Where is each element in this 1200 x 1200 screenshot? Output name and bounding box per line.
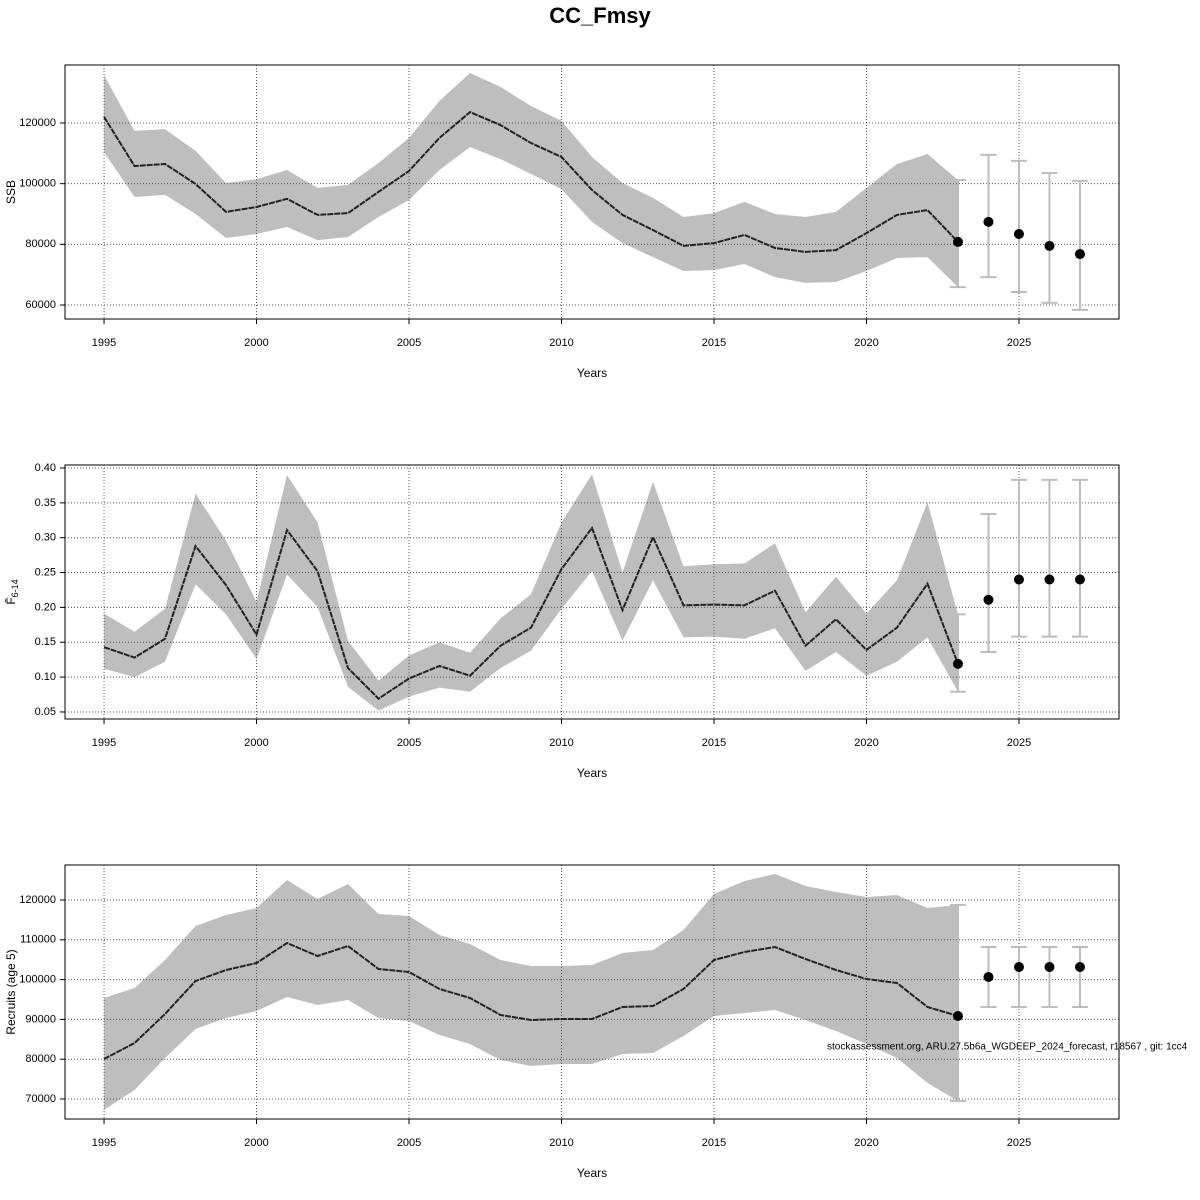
x-tick-label: 2020 — [854, 337, 878, 349]
forecast-point — [952, 236, 963, 247]
forecast-point — [983, 594, 994, 605]
x-axis-label: Years — [577, 366, 607, 380]
y-tick-label: 0.15 — [35, 636, 56, 648]
y-tick-label: 90000 — [25, 1013, 56, 1025]
y-axis-label-main: SSB — [4, 180, 18, 204]
x-tick-label: 2000 — [244, 737, 268, 749]
forecast-point — [952, 1011, 963, 1022]
y-axis-label-sub: 6-14 — [10, 579, 20, 597]
y-tick-label: 70000 — [25, 1093, 56, 1105]
y-tick-label: 0.10 — [35, 671, 56, 683]
plot-frame — [64, 64, 1120, 320]
x-tick-label: 2010 — [549, 737, 573, 749]
x-tick-label: 2005 — [397, 737, 421, 749]
y-tick-label: 0.20 — [35, 601, 56, 613]
confidence-band — [104, 874, 958, 1110]
x-tick-label: 2015 — [702, 737, 726, 749]
x-tick-label: 1995 — [92, 1137, 116, 1149]
x-tick-label: 1995 — [92, 337, 116, 349]
y-tick-label: 0.05 — [35, 706, 56, 718]
x-tick-label: 2020 — [854, 737, 878, 749]
plot-frame — [64, 864, 1120, 1120]
forecast-point — [952, 658, 963, 669]
y-tick-label: 120000 — [19, 894, 56, 906]
confidence-band — [104, 474, 958, 711]
y-tick-label: 0.40 — [35, 462, 56, 474]
y-tick-label: 120000 — [19, 117, 56, 129]
x-tick-label: 2025 — [1007, 737, 1031, 749]
forecast-point — [983, 216, 994, 227]
forecast-point — [1044, 961, 1055, 972]
y-axis-label: F̄6-14 — [4, 579, 20, 604]
y-axis-label-main: F̄ — [4, 597, 18, 604]
x-axis-label: Years — [577, 766, 607, 780]
forecast-point — [1013, 961, 1024, 972]
forecast-point — [1074, 249, 1085, 260]
y-tick-label: 60000 — [25, 299, 56, 311]
x-tick-label: 2000 — [244, 1137, 268, 1149]
x-tick-label: 2025 — [1007, 337, 1031, 349]
y-axis-label: SSB — [4, 180, 18, 204]
x-tick-label: 2015 — [702, 1137, 726, 1149]
y-tick-label: 80000 — [25, 1053, 56, 1065]
forecast-point — [1013, 229, 1024, 240]
x-tick-label: 1995 — [92, 737, 116, 749]
plot-frame — [64, 464, 1120, 720]
y-tick-label: 100000 — [19, 178, 56, 190]
y-tick-label: 80000 — [25, 238, 56, 250]
forecast-point — [983, 972, 994, 983]
footnote: stockassessment.org, ARU.27.5b6a_WGDEEP_… — [827, 1042, 1188, 1053]
forecast-point — [1044, 240, 1055, 251]
y-axis-label-main: Recruits (age 5) — [4, 949, 18, 1034]
x-tick-label: 2025 — [1007, 1137, 1031, 1149]
y-axis-label: Recruits (age 5) — [4, 949, 18, 1034]
forecast-point — [1074, 961, 1085, 972]
x-tick-label: 2005 — [397, 337, 421, 349]
estimate-line — [103, 941, 959, 1060]
x-tick-label: 2005 — [397, 1137, 421, 1149]
x-tick-label: 2010 — [549, 1137, 573, 1149]
x-tick-label: 2000 — [244, 337, 268, 349]
estimate-line — [103, 525, 959, 701]
confidence-band — [104, 72, 958, 288]
figure-title: CC_Fmsy — [549, 3, 651, 28]
forecast-point — [1044, 574, 1055, 585]
x-tick-label: 2020 — [854, 1137, 878, 1149]
x-axis-label: Years — [577, 1166, 607, 1180]
y-tick-label: 100000 — [19, 974, 56, 986]
estimate-line — [103, 110, 959, 253]
y-tick-label: 0.25 — [35, 566, 56, 578]
y-tick-label: 0.35 — [35, 497, 56, 509]
x-tick-label: 2015 — [702, 337, 726, 349]
forecast-point — [1013, 574, 1024, 585]
y-tick-label: 0.30 — [35, 532, 56, 544]
forecast-point — [1074, 574, 1085, 585]
x-tick-label: 2010 — [549, 337, 573, 349]
y-tick-label: 110000 — [20, 934, 56, 946]
